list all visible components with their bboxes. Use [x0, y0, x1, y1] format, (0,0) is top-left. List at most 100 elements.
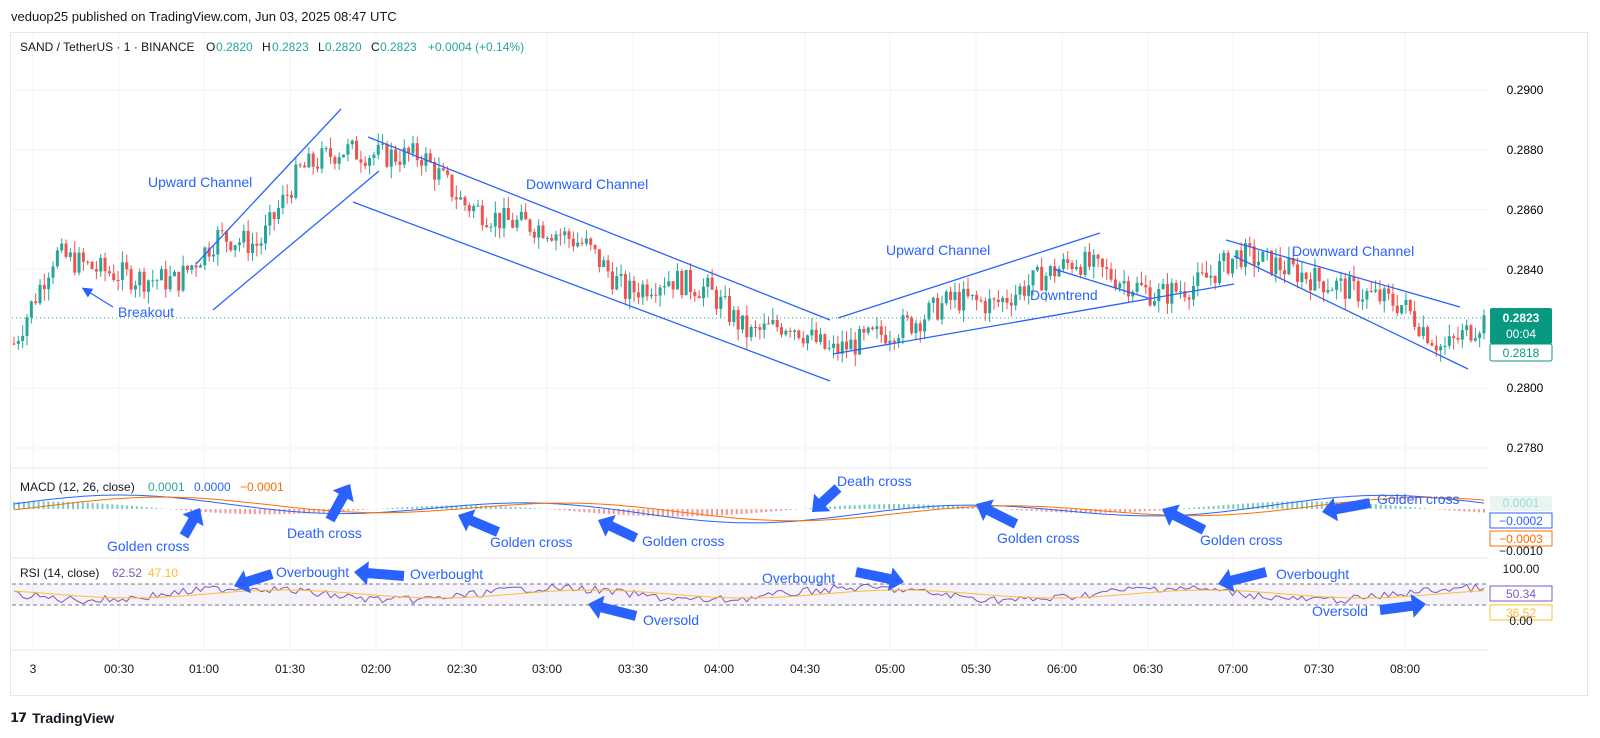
candle-body — [467, 205, 471, 212]
macd-histogram-bar — [1109, 509, 1112, 513]
rsi-title: RSI (14, close) — [20, 566, 99, 580]
golden-cross-label: Golden cross — [107, 538, 189, 554]
downward-channel-1-upper-line[interactable] — [367, 136, 831, 321]
oversold-arrow[interactable] — [1379, 593, 1426, 618]
rsi-axis: 100.00 50.34 36.52 0.00 — [1489, 562, 1553, 628]
time-axis[interactable]: 3 00:30 01:00 01:30 02:00 02:30 03:00 03:30 04:0… — [30, 662, 1421, 676]
candle-body — [1122, 280, 1126, 284]
candle-body — [329, 148, 333, 158]
candle-body — [298, 164, 302, 166]
upward-channel-2-lower-line[interactable] — [832, 283, 1235, 355]
macd-histogram-bar — [150, 507, 153, 509]
macd-histogram-bar — [406, 506, 409, 509]
candle-body — [129, 269, 133, 290]
macd-histogram-bar — [1138, 509, 1141, 512]
candle-body — [316, 166, 320, 169]
macd-histogram-bar — [1143, 509, 1146, 512]
candle-body — [1335, 280, 1339, 290]
candle-body — [793, 330, 797, 332]
candle-body — [602, 260, 606, 267]
upward-channel-2-upper-line[interactable] — [837, 232, 1101, 319]
candle-body — [73, 252, 77, 273]
macd-histogram-bar — [1310, 501, 1313, 509]
downtrend-label: Downtrend — [1030, 287, 1098, 303]
candle-body — [502, 207, 506, 229]
candle-body — [1252, 246, 1256, 266]
macd-histogram-bar — [1478, 509, 1481, 513]
macd-histogram-bar — [450, 505, 453, 509]
candle-body — [853, 339, 857, 355]
candle-body — [246, 230, 250, 253]
candle-body — [476, 205, 480, 207]
candle-body — [307, 153, 311, 168]
macd-histogram-bar — [352, 509, 355, 511]
macd-histogram-bar — [1242, 503, 1245, 509]
candle-body — [524, 211, 528, 220]
candle-body — [138, 271, 142, 286]
macd-histogram-bar — [534, 508, 537, 509]
macd-histogram-bar — [578, 509, 581, 512]
macd-histogram-bar — [1438, 509, 1441, 510]
candle-body — [38, 284, 42, 304]
downward-channel-2-upper-line[interactable] — [1225, 239, 1461, 308]
candle-body — [1426, 327, 1430, 344]
macd-histogram-bar — [1025, 509, 1028, 511]
breakout-arrow[interactable] — [81, 287, 114, 308]
drawings[interactable] — [81, 108, 1469, 382]
chart-frame[interactable] — [10, 32, 1588, 696]
candle-body — [281, 194, 285, 209]
candle-body — [1473, 338, 1477, 341]
oversold-arrow[interactable] — [588, 595, 638, 621]
macd-histogram-bar — [568, 509, 571, 511]
golden-cross-arrow[interactable] — [1162, 504, 1207, 535]
golden-cross-arrow[interactable] — [179, 508, 204, 539]
macd-histogram-bar — [234, 509, 237, 514]
annotation-arrows[interactable] — [179, 484, 1426, 621]
macd-histogram-bar — [1222, 505, 1225, 509]
candle-body — [472, 206, 476, 212]
candle-body — [181, 265, 185, 291]
overbought-arrow[interactable] — [1218, 567, 1268, 593]
macd-histogram-bar — [770, 509, 773, 512]
grid — [12, 34, 1488, 650]
candle-body — [966, 288, 970, 297]
rsi-value: 62.52 — [112, 566, 142, 580]
downtrend-line[interactable] — [1053, 268, 1149, 299]
golden-cross-arrow[interactable] — [458, 509, 500, 537]
macd-signal-line — [13, 496, 1485, 522]
price-axis[interactable]: 0.2900 0.2880 0.2860 0.2840 0.2800 0.278… — [1489, 83, 1553, 455]
macd-histogram-bar — [1414, 507, 1417, 509]
tradingview-brand[interactable]: 𝟭𝟳 TradingView — [10, 710, 114, 726]
golden-cross-arrow[interactable] — [976, 499, 1019, 529]
candle-body — [1387, 288, 1391, 294]
macd-signal-value: −0.0001 — [240, 480, 284, 494]
macd-histogram-bar — [298, 509, 301, 514]
upward-channel-1-lower-line[interactable] — [212, 170, 380, 311]
downward-channel-2-lower-line[interactable] — [1233, 255, 1469, 370]
overbought-arrow[interactable] — [855, 567, 904, 591]
macd-histogram-bar — [126, 505, 129, 509]
macd-histogram-bar — [160, 508, 163, 509]
candle-body — [862, 328, 866, 333]
candle-body — [749, 327, 753, 338]
golden-cross-arrow[interactable] — [598, 515, 639, 543]
time-tick: 08:00 — [1390, 662, 1420, 676]
macd-axis: 0.0001 −0.0002 −0.0003 −0.0010 — [1489, 496, 1553, 558]
candle-body — [177, 271, 181, 291]
candle-body — [580, 242, 584, 244]
macd-histogram-bar — [612, 509, 615, 515]
overbought-arrow[interactable] — [234, 569, 274, 594]
candle-body — [1144, 285, 1148, 288]
death-cross-arrow[interactable] — [812, 484, 842, 512]
candle-body — [394, 149, 398, 162]
upward-channel-1-upper-line[interactable] — [195, 108, 342, 265]
overbought-arrow[interactable] — [354, 561, 405, 586]
price-tick: 0.2840 — [1507, 263, 1544, 277]
time-tick: 03:00 — [532, 662, 562, 676]
golden-cross-arrow[interactable] — [1322, 497, 1371, 522]
macd-histogram-bar — [1232, 504, 1235, 509]
death-cross-arrow[interactable] — [325, 484, 354, 523]
downward-channel-1-lower-line[interactable] — [352, 201, 831, 382]
macd-histogram-bar — [893, 504, 896, 509]
